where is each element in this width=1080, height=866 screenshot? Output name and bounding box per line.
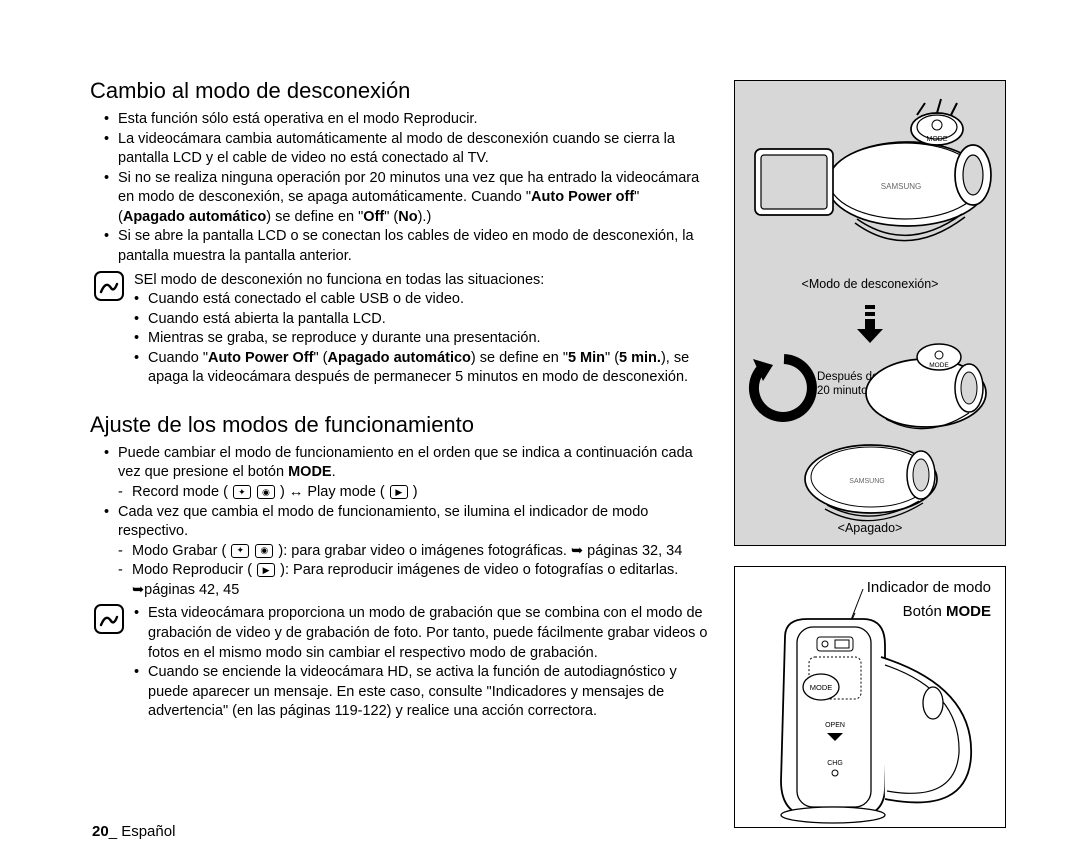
play-icon: ▶ bbox=[390, 485, 408, 499]
play-icon: ▶ bbox=[257, 563, 275, 577]
svg-text:MODE: MODE bbox=[929, 362, 949, 369]
bullet: Cuando "Auto Power Off" (Apagado automát… bbox=[134, 349, 710, 388]
bullet: Cada vez que cambia el modo de funcionam… bbox=[104, 503, 710, 542]
section1-heading: Cambio al modo de desconexión bbox=[90, 78, 710, 104]
bullet: Cuando está abierta la pantalla LCD. bbox=[134, 310, 710, 330]
section2-list: Puede cambiar el modo de funcionamiento … bbox=[90, 444, 710, 483]
camcorder-closed-illustration: SAMSUNG bbox=[791, 429, 951, 529]
svg-text:MODE: MODE bbox=[927, 136, 948, 143]
bullet: Esta función sólo está operativa en el m… bbox=[104, 110, 710, 130]
svg-text:SAMSUNG: SAMSUNG bbox=[849, 478, 884, 485]
section1-list: Esta función sólo está operativa en el m… bbox=[90, 110, 710, 267]
page-footer: 20_ Español bbox=[92, 823, 175, 840]
svg-text:SAMSUNG: SAMSUNG bbox=[881, 182, 921, 191]
sub-bullet: Modo Grabar ( ✦ ◉ ): para grabar video o… bbox=[118, 542, 710, 562]
svg-text:CHG: CHG bbox=[827, 760, 843, 767]
camcorder-dial-illustration: MODE bbox=[851, 333, 1001, 443]
bullet: Esta videocámara proporciona un modo de … bbox=[134, 604, 710, 663]
note-block-2: Esta videocámara proporciona un modo de … bbox=[90, 604, 710, 721]
video-icon: ✦ bbox=[233, 485, 251, 499]
bullet: Si se abre la pantalla LCD o se conectan… bbox=[104, 227, 710, 266]
figure-mode: Indicador de modo Botón MODE MODE OPEN C… bbox=[734, 566, 1006, 828]
bullet: Mientras se graba, se reproduce y durant… bbox=[134, 329, 710, 349]
bullet: Cuando está conectado el cable USB o de … bbox=[134, 290, 710, 310]
note-icon bbox=[94, 271, 124, 301]
video-icon: ✦ bbox=[231, 544, 249, 558]
bullet: La videocámara cambia automáticamente al… bbox=[104, 130, 710, 169]
sub-list2: Modo Grabar ( ✦ ◉ ): para grabar video o… bbox=[90, 542, 710, 601]
note-icon bbox=[94, 604, 124, 634]
note-list: Cuando está conectado el cable USB o de … bbox=[134, 290, 710, 388]
note-list: Esta videocámara proporciona un modo de … bbox=[134, 604, 710, 721]
figure-disconnection: MODE SAMSUNG <Modo de desconexión> Despu… bbox=[734, 80, 1006, 546]
section2-heading: Ajuste de los modos de funcionamiento bbox=[90, 412, 710, 438]
section2-list2: Cada vez que cambia el modo de funcionam… bbox=[90, 503, 710, 542]
note-block-1: SEl modo de desconexión no funciona en t… bbox=[90, 271, 710, 388]
fig1-caption2: <Apagado> bbox=[735, 521, 1005, 535]
bullet: Cuando se enciende la videocámara HD, se… bbox=[134, 663, 710, 722]
note-intro: SEl modo de desconexión no funciona en t… bbox=[134, 271, 710, 291]
sub-bullet: Modo Reproducir ( ▶ ): Para reproducir i… bbox=[118, 561, 710, 600]
bullet: Si no se realiza ninguna operación por 2… bbox=[104, 169, 710, 228]
camcorder-open-illustration: MODE SAMSUNG bbox=[737, 89, 1005, 269]
photo-icon: ◉ bbox=[255, 544, 273, 558]
svg-text:OPEN: OPEN bbox=[825, 722, 845, 729]
clock-arrow-icon bbox=[745, 349, 823, 427]
camcorder-back-illustration: MODE OPEN CHG bbox=[735, 567, 1003, 827]
fig1-caption1: <Modo de desconexión> bbox=[735, 277, 1005, 291]
svg-text:MODE: MODE bbox=[810, 683, 833, 692]
bullet: Puede cambiar el modo de funcionamiento … bbox=[104, 444, 710, 483]
sub-bullet: Record mode ( ✦ ◉ ) ↔ Play mode ( ▶ ) bbox=[118, 483, 710, 503]
photo-icon: ◉ bbox=[257, 485, 275, 499]
sub-list: Record mode ( ✦ ◉ ) ↔ Play mode ( ▶ ) bbox=[90, 483, 710, 503]
